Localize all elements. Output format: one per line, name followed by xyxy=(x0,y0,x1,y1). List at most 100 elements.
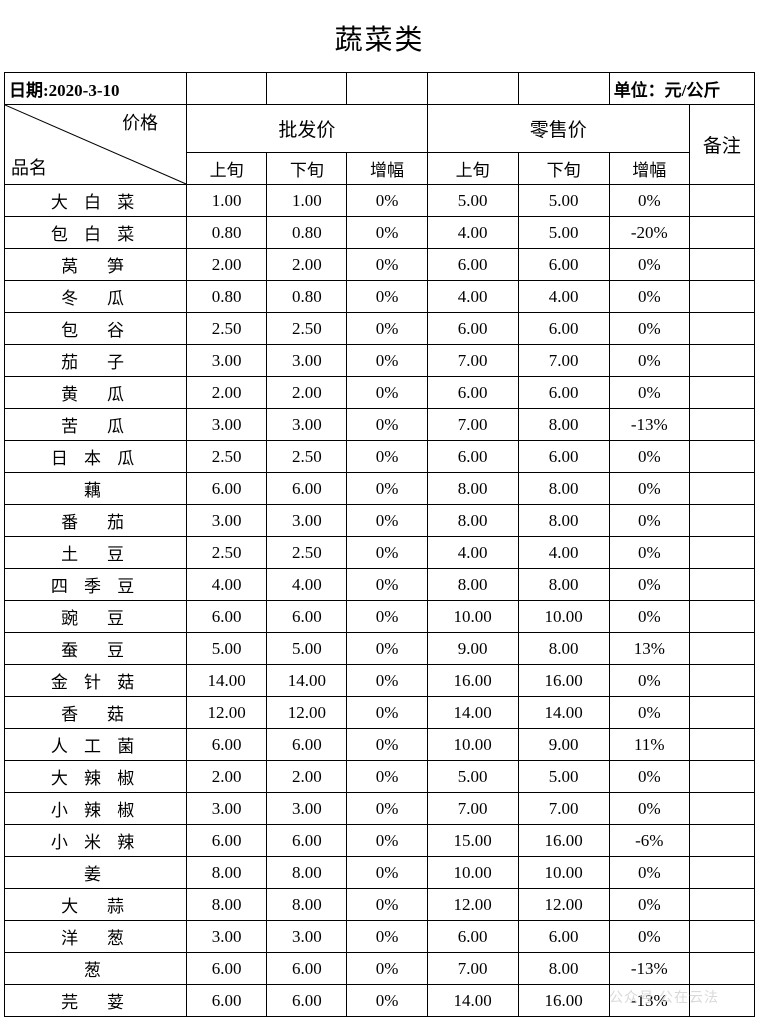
cell-name: 莴 笋 xyxy=(5,249,187,281)
cell-retail-early: 14.00 xyxy=(427,697,518,729)
cell-name: 金 针 菇 xyxy=(5,665,187,697)
cell-retail-change: 0% xyxy=(609,505,689,537)
cell-wholesale-early: 6.00 xyxy=(187,825,267,857)
cell-retail-change: 11% xyxy=(609,729,689,761)
cell-wholesale-change: 0% xyxy=(347,825,427,857)
cell-wholesale-late: 8.00 xyxy=(267,857,347,889)
cell-retail-early: 6.00 xyxy=(427,441,518,473)
table-row: 小 米 辣6.006.000%15.0016.00-6% xyxy=(5,825,755,857)
cell-retail-early: 7.00 xyxy=(427,345,518,377)
cell-retail-change: 0% xyxy=(609,793,689,825)
cell-retail-early: 10.00 xyxy=(427,601,518,633)
cell-retail-change: 0% xyxy=(609,889,689,921)
cell-retail-early: 5.00 xyxy=(427,185,518,217)
cell-retail-change: -13% xyxy=(609,953,689,985)
cell-retail-early: 7.00 xyxy=(427,953,518,985)
cell-wholesale-change: 0% xyxy=(347,345,427,377)
cell-name: 苦 瓜 xyxy=(5,409,187,441)
cell-name: 包 白 菜 xyxy=(5,217,187,249)
cell-wholesale-late: 2.00 xyxy=(267,377,347,409)
cell-remark xyxy=(689,441,754,473)
diag-label-price: 价格 xyxy=(122,109,158,135)
cell-wholesale-early: 0.80 xyxy=(187,281,267,313)
cell-remark xyxy=(689,377,754,409)
cell-retail-change: 0% xyxy=(609,921,689,953)
cell-wholesale-late: 2.00 xyxy=(267,761,347,793)
cell-remark xyxy=(689,569,754,601)
cell-retail-late: 8.00 xyxy=(518,409,609,441)
cell-wholesale-change: 0% xyxy=(347,217,427,249)
cell-wholesale-change: 0% xyxy=(347,377,427,409)
cell-wholesale-late: 6.00 xyxy=(267,825,347,857)
cell-wholesale-late: 4.00 xyxy=(267,569,347,601)
cell-wholesale-early: 3.00 xyxy=(187,409,267,441)
cell-retail-change: 0% xyxy=(609,345,689,377)
cell-name: 四 季 豆 xyxy=(5,569,187,601)
cell-wholesale-early: 6.00 xyxy=(187,601,267,633)
cell-name: 大 辣 椒 xyxy=(5,761,187,793)
cell-retail-late: 6.00 xyxy=(518,377,609,409)
cell-wholesale-change: 0% xyxy=(347,953,427,985)
cell-wholesale-late: 3.00 xyxy=(267,345,347,377)
cell-wholesale-change: 0% xyxy=(347,473,427,505)
meta-empty xyxy=(347,73,427,105)
cell-retail-late: 14.00 xyxy=(518,697,609,729)
cell-retail-late: 6.00 xyxy=(518,313,609,345)
cell-wholesale-late: 6.00 xyxy=(267,985,347,1017)
cell-wholesale-late: 3.00 xyxy=(267,921,347,953)
cell-retail-late: 7.00 xyxy=(518,345,609,377)
cell-wholesale-late: 3.00 xyxy=(267,505,347,537)
cell-name: 人 工 菌 xyxy=(5,729,187,761)
cell-name: 香 菇 xyxy=(5,697,187,729)
cell-retail-change: 0% xyxy=(609,537,689,569)
table-row: 土 豆2.502.500%4.004.000% xyxy=(5,537,755,569)
cell-retail-late: 16.00 xyxy=(518,985,609,1017)
cell-wholesale-late: 1.00 xyxy=(267,185,347,217)
header-sub-change: 增幅 xyxy=(609,153,689,185)
cell-retail-late: 5.00 xyxy=(518,185,609,217)
meta-empty xyxy=(187,73,267,105)
cell-remark xyxy=(689,505,754,537)
cell-retail-change: 0% xyxy=(609,473,689,505)
header-retail: 零售价 xyxy=(427,105,689,153)
cell-name: 藕 xyxy=(5,473,187,505)
cell-retail-early: 8.00 xyxy=(427,569,518,601)
table-row: 包 谷2.502.500%6.006.000% xyxy=(5,313,755,345)
cell-retail-change: 0% xyxy=(609,601,689,633)
cell-wholesale-late: 2.50 xyxy=(267,313,347,345)
cell-wholesale-change: 0% xyxy=(347,665,427,697)
table-row: 冬 瓜0.800.800%4.004.000% xyxy=(5,281,755,313)
price-table: 日期:2020-3-10 单位：元/公斤 价格 品名 批发价 零售价 备注 上旬… xyxy=(4,72,755,1017)
cell-retail-early: 5.00 xyxy=(427,761,518,793)
cell-remark xyxy=(689,281,754,313)
cell-retail-early: 14.00 xyxy=(427,985,518,1017)
cell-remark xyxy=(689,985,754,1017)
cell-retail-late: 4.00 xyxy=(518,537,609,569)
cell-wholesale-late: 2.50 xyxy=(267,441,347,473)
cell-retail-change: 0% xyxy=(609,441,689,473)
cell-retail-change: 0% xyxy=(609,185,689,217)
cell-wholesale-early: 2.50 xyxy=(187,313,267,345)
cell-retail-change: -13% xyxy=(609,409,689,441)
cell-retail-late: 6.00 xyxy=(518,249,609,281)
cell-name: 黄 瓜 xyxy=(5,377,187,409)
cell-wholesale-early: 0.80 xyxy=(187,217,267,249)
cell-retail-change: 0% xyxy=(609,697,689,729)
cell-retail-early: 6.00 xyxy=(427,313,518,345)
header-wholesale: 批发价 xyxy=(187,105,428,153)
cell-remark xyxy=(689,857,754,889)
cell-retail-late: 10.00 xyxy=(518,857,609,889)
table-row: 藕6.006.000%8.008.000% xyxy=(5,473,755,505)
cell-retail-early: 4.00 xyxy=(427,537,518,569)
cell-retail-late: 12.00 xyxy=(518,889,609,921)
cell-name: 葱 xyxy=(5,953,187,985)
cell-name: 大 白 菜 xyxy=(5,185,187,217)
table-row: 黄 瓜2.002.000%6.006.000% xyxy=(5,377,755,409)
cell-remark xyxy=(689,601,754,633)
diag-label-name: 品名 xyxy=(11,154,47,180)
unit-cell: 单位：元/公斤 xyxy=(609,73,754,105)
cell-retail-late: 7.00 xyxy=(518,793,609,825)
cell-name: 冬 瓜 xyxy=(5,281,187,313)
table-row: 芫 荽6.006.000%14.0016.00-13% xyxy=(5,985,755,1017)
cell-name: 日 本 瓜 xyxy=(5,441,187,473)
